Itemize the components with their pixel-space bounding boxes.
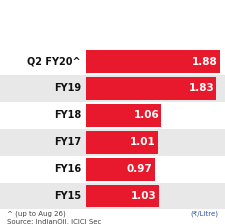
Bar <box>0 129 225 156</box>
Text: 1.83: 1.83 <box>188 84 214 93</box>
Text: NET MARKETING MARGIN: NET MARKETING MARGIN <box>7 13 195 26</box>
Bar <box>86 77 216 100</box>
Text: FY17: FY17 <box>54 137 81 147</box>
Bar <box>0 183 225 209</box>
Bar <box>0 156 225 183</box>
Bar <box>0 102 225 129</box>
Text: FOR PETROL & DIESEL: FOR PETROL & DIESEL <box>7 35 173 48</box>
Text: Q2 FY20^: Q2 FY20^ <box>27 57 81 67</box>
Text: FY15: FY15 <box>54 191 81 201</box>
Text: 1.06: 1.06 <box>133 110 159 120</box>
Text: FY19: FY19 <box>54 84 81 93</box>
Text: 0.97: 0.97 <box>127 164 153 174</box>
Text: Source: IndianOil, ICICI Sec: Source: IndianOil, ICICI Sec <box>7 219 101 224</box>
Bar <box>86 158 155 181</box>
Text: 1.03: 1.03 <box>131 191 157 201</box>
Text: ^ (up to Aug 26): ^ (up to Aug 26) <box>7 210 65 217</box>
Text: (₹/Litre): (₹/Litre) <box>190 210 218 217</box>
Text: 1.01: 1.01 <box>130 137 155 147</box>
Bar <box>0 75 225 102</box>
Bar <box>86 185 159 207</box>
Text: 1.88: 1.88 <box>192 57 218 67</box>
Text: FY16: FY16 <box>54 164 81 174</box>
Bar <box>86 50 220 73</box>
Text: FY18: FY18 <box>54 110 81 120</box>
Bar <box>86 104 161 127</box>
Bar <box>0 48 225 75</box>
Bar <box>86 131 158 154</box>
